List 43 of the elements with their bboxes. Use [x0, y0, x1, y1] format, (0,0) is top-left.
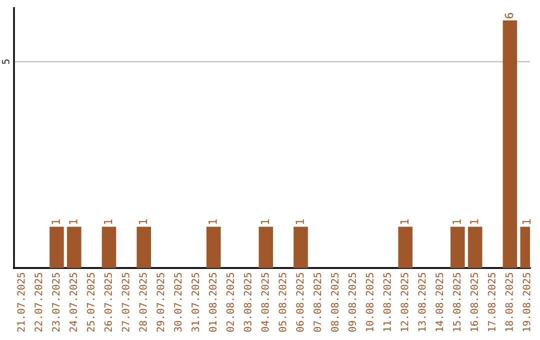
- data-label: 1: [208, 219, 217, 224]
- data-label: 6: [504, 13, 514, 18]
- x-tick-label: 30.07.2025: [174, 272, 182, 332]
- x-tick-label: 25.07.2025: [86, 272, 94, 332]
- x-tick-label: 24.07.2025: [70, 272, 78, 332]
- x-tick-label: 29.07.2025: [156, 272, 164, 332]
- x-tick-label: 06.08.2025: [296, 272, 304, 332]
- x-tick-label: 15.08.2025: [453, 272, 461, 332]
- x-tick-label: 27.07.2025: [122, 272, 130, 332]
- data-label: 1: [470, 219, 478, 224]
- x-tick-label: 12.08.2025: [400, 272, 408, 332]
- x-tick-label: 21.07.2025: [17, 272, 25, 332]
- x-tick-label: 16.08.2025: [470, 272, 478, 332]
- x-tick-label: 11.08.2025: [383, 272, 391, 332]
- data-label: 1: [522, 219, 530, 224]
- data-label: 1: [69, 219, 78, 224]
- x-tick-label: 14.08.2025: [436, 272, 444, 332]
- data-label: 1: [296, 219, 304, 224]
- x-tick-label: 23.07.2025: [52, 272, 60, 332]
- x-tick-label: 07.08.2025: [314, 272, 322, 332]
- data-label: 1: [452, 219, 461, 224]
- x-tick-label: 31.07.2025: [192, 272, 200, 332]
- x-tick-label: 19.08.2025: [522, 272, 530, 332]
- x-tick-label: 13.08.2025: [418, 272, 426, 332]
- x-tick-label: 17.08.2025: [488, 272, 496, 332]
- y-tick-label: 5: [2, 60, 10, 64]
- data-label: 1: [138, 219, 147, 224]
- x-tick-label: 22.07.2025: [34, 272, 42, 332]
- x-tick-label: 05.08.2025: [278, 272, 286, 332]
- data-label: 1: [104, 219, 112, 224]
- x-tick-label: 18.08.2025: [505, 272, 513, 332]
- x-tick-label: 26.07.2025: [104, 272, 112, 332]
- x-tick-label: 09.08.2025: [348, 272, 356, 332]
- x-tick-label: 04.08.2025: [261, 272, 269, 332]
- x-tick-label: 02.08.2025: [226, 272, 234, 332]
- data-label: 1: [52, 219, 60, 224]
- x-tick-label: 10.08.2025: [366, 272, 374, 332]
- x-tick-label: 03.08.2025: [244, 272, 252, 332]
- x-tick-label: 28.07.2025: [139, 272, 147, 332]
- x-tick-label: 01.08.2025: [208, 272, 217, 332]
- data-label: 1: [400, 219, 408, 224]
- x-tick-label: 08.08.2025: [330, 272, 339, 332]
- data-label: 1: [260, 219, 269, 224]
